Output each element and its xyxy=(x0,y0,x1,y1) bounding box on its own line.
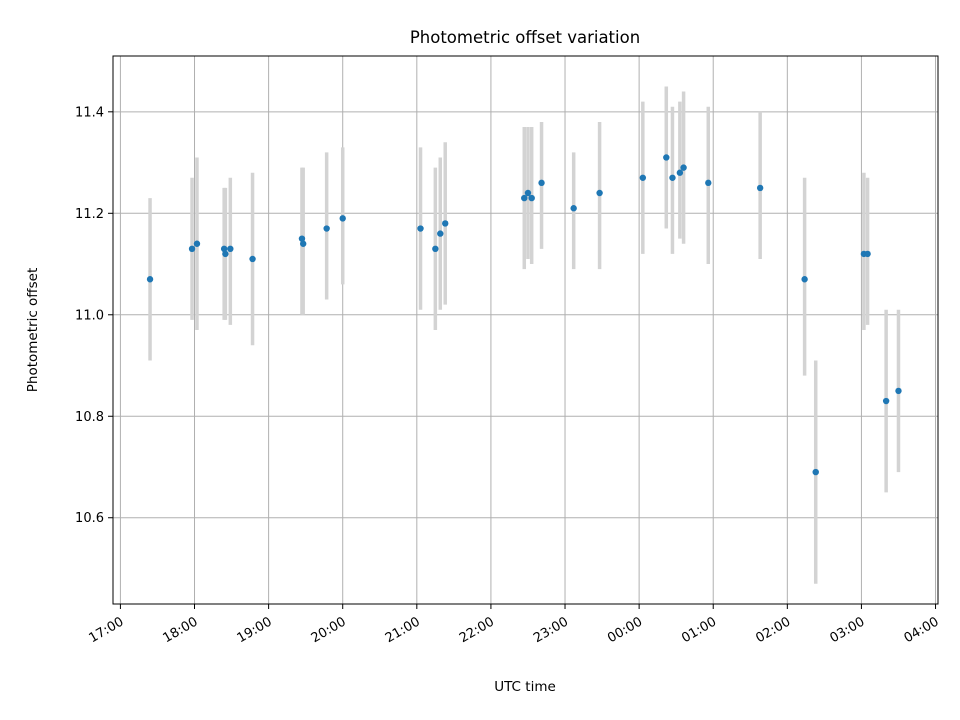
x-axis-label: UTC time xyxy=(494,679,556,695)
data-point xyxy=(146,276,154,283)
data-point xyxy=(756,184,764,192)
data-point xyxy=(864,250,871,258)
data-point xyxy=(222,250,229,258)
y-tick-label: 11.0 xyxy=(75,308,104,323)
data-point xyxy=(220,245,228,253)
x-tick-label: 03:00 xyxy=(827,614,867,646)
data-point xyxy=(437,230,444,237)
y-tick-label: 11.2 xyxy=(75,207,104,222)
tick-layer: 17:00 18:00 19:00 20:00 21:00 22:00 23:00 00:00… xyxy=(75,105,941,646)
y-tick-label: 11.4 xyxy=(75,105,104,120)
point-layer xyxy=(146,154,902,476)
x-tick-label: 01:00 xyxy=(679,614,719,646)
y-axis-label: Photometric offset xyxy=(25,268,41,392)
x-tick-label: 20:00 xyxy=(309,614,349,646)
data-point xyxy=(639,174,647,181)
x-tick-label: 23:00 xyxy=(531,614,571,646)
data-point xyxy=(188,245,196,253)
data-point xyxy=(299,240,307,247)
y-tick-label: 10.6 xyxy=(75,511,104,526)
data-point xyxy=(339,215,346,222)
data-point xyxy=(680,164,687,171)
data-point xyxy=(249,255,256,263)
data-point xyxy=(596,189,603,197)
data-point xyxy=(882,397,890,405)
plot-frame xyxy=(112,55,939,605)
data-point xyxy=(521,194,528,202)
data-point xyxy=(323,225,330,232)
y-tick-label: 10.8 xyxy=(75,410,104,425)
data-point xyxy=(663,154,670,161)
x-tick-label: 19:00 xyxy=(235,614,275,646)
data-point xyxy=(801,276,808,283)
x-tick-label: 02:00 xyxy=(753,614,793,646)
data-point xyxy=(676,169,684,176)
data-point xyxy=(669,174,676,181)
data-point xyxy=(442,220,449,227)
x-tick-label: 04:00 xyxy=(902,614,942,646)
data-point xyxy=(227,245,234,253)
x-tick-label: 18:00 xyxy=(161,614,201,646)
x-tick-label: 17:00 xyxy=(86,614,126,646)
data-point xyxy=(705,179,712,187)
data-point xyxy=(417,225,424,232)
data-point xyxy=(298,235,306,242)
errorbar-layer xyxy=(148,86,901,584)
x-tick-label: 21:00 xyxy=(383,614,423,646)
data-point xyxy=(524,189,532,197)
chart-title: Photometric offset variation xyxy=(410,28,640,47)
data-point xyxy=(895,387,902,395)
data-point xyxy=(538,179,545,187)
data-point xyxy=(570,205,577,212)
x-tick-label: 00:00 xyxy=(605,614,645,646)
grid-layer xyxy=(113,56,938,604)
data-point xyxy=(193,240,201,247)
x-tick-label: 22:00 xyxy=(457,614,497,646)
data-point xyxy=(432,245,439,253)
data-point xyxy=(812,468,819,476)
data-point xyxy=(528,194,535,202)
